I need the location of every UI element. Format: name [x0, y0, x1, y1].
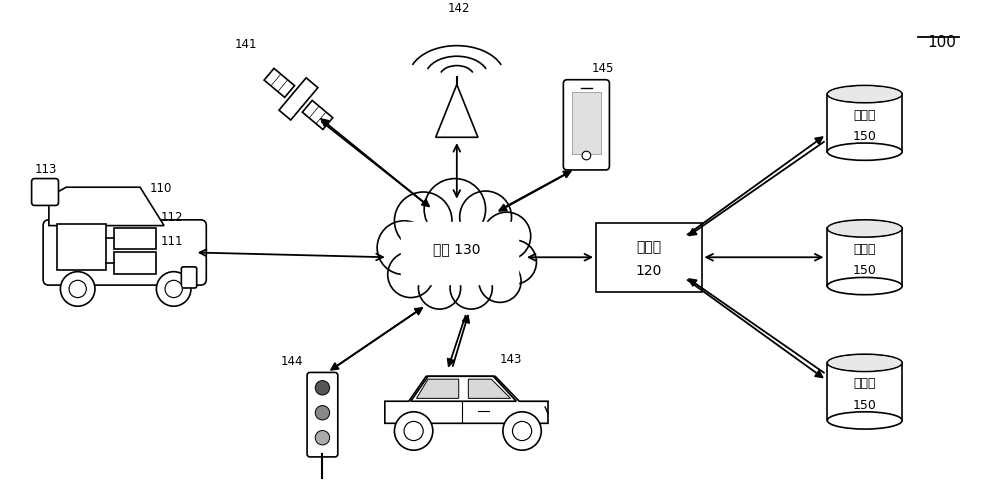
Text: 141: 141: [234, 38, 257, 51]
FancyBboxPatch shape: [563, 80, 609, 170]
Circle shape: [315, 406, 330, 420]
Circle shape: [394, 192, 452, 250]
Bar: [264, 68, 295, 98]
Circle shape: [388, 252, 434, 298]
Polygon shape: [411, 376, 516, 401]
Polygon shape: [385, 376, 548, 424]
Circle shape: [377, 221, 431, 274]
Text: 142: 142: [447, 2, 470, 16]
Bar: [114, 252, 156, 274]
Circle shape: [394, 412, 433, 450]
Text: 110: 110: [150, 182, 172, 195]
Circle shape: [165, 280, 182, 297]
Text: 100: 100: [927, 34, 956, 50]
Bar: [827, 94, 902, 152]
Bar: [399, 219, 519, 286]
Circle shape: [315, 380, 330, 395]
Ellipse shape: [827, 143, 902, 160]
Circle shape: [483, 212, 531, 260]
Bar: [279, 78, 318, 120]
Text: 150: 150: [853, 264, 877, 277]
Polygon shape: [468, 379, 511, 398]
Polygon shape: [436, 84, 478, 138]
Text: 150: 150: [853, 398, 877, 411]
Text: 120: 120: [636, 264, 662, 278]
Bar: [827, 363, 902, 420]
Ellipse shape: [827, 412, 902, 429]
Circle shape: [479, 260, 521, 302]
Polygon shape: [416, 379, 459, 398]
Circle shape: [512, 422, 532, 440]
Bar: [302, 100, 333, 130]
Ellipse shape: [828, 221, 901, 236]
Ellipse shape: [828, 355, 901, 370]
Circle shape: [156, 272, 191, 306]
Text: 服务器: 服务器: [636, 240, 661, 254]
Text: 150: 150: [853, 130, 877, 143]
Bar: [572, 92, 601, 154]
Ellipse shape: [827, 86, 902, 102]
Bar: [57, 224, 106, 270]
Ellipse shape: [827, 220, 902, 237]
Bar: [596, 222, 702, 292]
Circle shape: [69, 280, 86, 297]
Ellipse shape: [827, 354, 902, 372]
Text: 143: 143: [500, 352, 522, 366]
Circle shape: [582, 151, 591, 160]
Text: 144: 144: [281, 354, 303, 368]
Ellipse shape: [828, 86, 901, 102]
Text: 145: 145: [592, 62, 615, 75]
Circle shape: [450, 267, 492, 309]
Bar: [401, 222, 518, 284]
Bar: [114, 228, 156, 248]
Circle shape: [404, 422, 423, 440]
FancyBboxPatch shape: [307, 372, 338, 457]
Circle shape: [460, 191, 512, 243]
Circle shape: [315, 430, 330, 445]
Text: 112: 112: [160, 210, 183, 224]
FancyBboxPatch shape: [32, 178, 58, 206]
Ellipse shape: [827, 278, 902, 294]
Text: 111: 111: [160, 234, 183, 248]
Circle shape: [503, 412, 541, 450]
FancyBboxPatch shape: [43, 220, 206, 285]
Polygon shape: [49, 187, 164, 226]
Circle shape: [424, 178, 486, 240]
Text: 数据库: 数据库: [853, 378, 876, 390]
Circle shape: [60, 272, 95, 306]
Bar: [827, 228, 902, 286]
Circle shape: [418, 267, 461, 309]
Text: 数据库: 数据库: [853, 108, 876, 122]
Text: 113: 113: [34, 162, 57, 175]
Text: 网络 130: 网络 130: [433, 242, 481, 256]
Circle shape: [492, 240, 536, 284]
FancyBboxPatch shape: [181, 267, 197, 288]
Text: 数据库: 数据库: [853, 243, 876, 256]
